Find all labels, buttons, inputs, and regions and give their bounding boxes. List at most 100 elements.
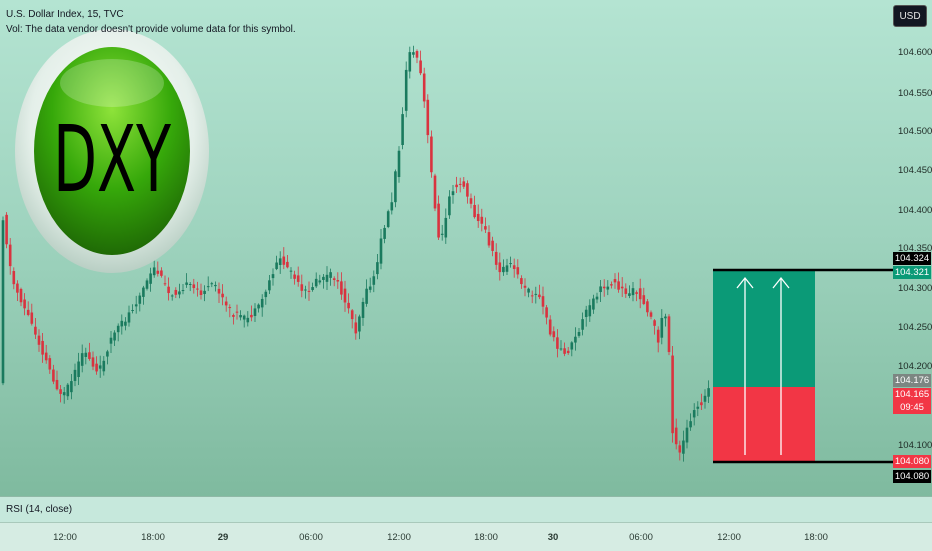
- candle-body: [160, 270, 163, 276]
- candle-body: [224, 301, 228, 306]
- candle-body: [415, 51, 419, 58]
- time-tick: 18:00: [474, 532, 498, 543]
- candle-body: [437, 203, 440, 238]
- candle-body: [264, 291, 268, 298]
- candle-body: [386, 211, 390, 228]
- candle-body: [541, 296, 545, 307]
- arrow-up-icon: [772, 276, 790, 455]
- candle-body: [347, 302, 350, 309]
- candle-body: [480, 216, 484, 224]
- candle-body: [199, 290, 203, 295]
- candle-body: [674, 427, 678, 445]
- candle-body: [77, 361, 80, 378]
- candle-body: [325, 274, 329, 282]
- candle-body: [617, 281, 620, 290]
- chart-area[interactable]: DXY U.S. Dollar Index, 15, TVC Vol: The …: [0, 0, 932, 496]
- candle-body: [232, 315, 235, 317]
- candle-body: [174, 289, 178, 295]
- profit-zone[interactable]: [713, 270, 815, 387]
- candle-body: [574, 336, 577, 343]
- price-tick: 104.200: [898, 361, 932, 372]
- candlestick-series: [1, 45, 710, 462]
- candle-body: [206, 286, 210, 288]
- candle-body: [613, 279, 617, 283]
- candle-body: [192, 284, 196, 289]
- candle-body: [512, 265, 516, 269]
- candle-body: [127, 312, 131, 323]
- candle-body: [1, 220, 5, 384]
- candle-body: [73, 369, 77, 381]
- candle-body: [696, 406, 700, 409]
- candle-body: [419, 60, 422, 74]
- price-tick: 104.500: [898, 126, 932, 137]
- candle-body: [178, 291, 181, 295]
- candle-body: [671, 355, 674, 434]
- price-chart[interactable]: [0, 0, 932, 496]
- candle-body: [534, 293, 538, 295]
- loss-zone[interactable]: [713, 387, 815, 462]
- candle-body: [296, 275, 300, 282]
- candle-body: [167, 286, 170, 294]
- candle-body: [314, 278, 318, 287]
- candle-body: [181, 290, 185, 292]
- candle-body: [368, 286, 372, 290]
- candle-body: [692, 410, 696, 418]
- candle-body: [631, 288, 635, 296]
- rsi-pane[interactable]: RSI (14, close): [0, 496, 932, 523]
- candle-body: [358, 316, 361, 332]
- candle-body: [516, 267, 520, 275]
- candle-body: [383, 227, 386, 239]
- candle-body: [595, 296, 599, 300]
- candle-body: [88, 352, 91, 359]
- candle-body: [433, 175, 437, 209]
- candle-body: [304, 289, 307, 291]
- candle-body: [62, 392, 66, 396]
- candle-body: [494, 251, 498, 265]
- candle-body: [635, 292, 638, 294]
- time-tick: 12:00: [717, 532, 741, 543]
- candle-body: [30, 312, 34, 324]
- symbol-legend[interactable]: U.S. Dollar Index, 15, TVC: [6, 9, 124, 20]
- candle-body: [422, 73, 426, 102]
- candle-body: [278, 258, 282, 266]
- candle-body: [523, 285, 527, 288]
- candle-body: [134, 304, 138, 307]
- candle-body: [235, 311, 239, 313]
- candle-body: [545, 307, 548, 318]
- bar-countdown: 09:45: [893, 401, 931, 414]
- candle-body: [260, 298, 264, 308]
- time-tick: 06:00: [299, 532, 323, 543]
- candle-body: [293, 274, 296, 279]
- candle-body: [502, 266, 505, 273]
- candle-body: [102, 360, 106, 372]
- svg-text:DXY: DXY: [53, 107, 171, 214]
- candle-body: [426, 99, 430, 136]
- candle-body: [469, 198, 473, 204]
- time-axis[interactable]: 12:00 18:00 29 06:00 12:00 18:00 30 06:0…: [0, 522, 932, 551]
- candle-body: [156, 270, 160, 274]
- candle-body: [664, 316, 667, 319]
- candle-body: [458, 183, 462, 185]
- candle-body: [685, 427, 689, 443]
- candle-body: [196, 288, 199, 290]
- rsi-legend[interactable]: RSI (14, close): [6, 504, 73, 515]
- currency-button[interactable]: USD: [893, 5, 927, 27]
- candle-body: [527, 288, 530, 293]
- candle-body: [581, 319, 584, 330]
- price-tick: 104.600: [898, 47, 932, 58]
- candle-body: [16, 283, 19, 293]
- price-tick: 104.450: [898, 165, 932, 176]
- candle-body: [120, 320, 124, 327]
- candle-body: [44, 352, 48, 361]
- candle-body: [354, 322, 358, 334]
- candle-body: [282, 256, 286, 265]
- candle-body: [91, 357, 95, 367]
- candle-body: [462, 181, 466, 187]
- target-price-label: 104.324: [893, 252, 931, 265]
- candle-body: [689, 421, 692, 428]
- candle-body: [34, 326, 37, 335]
- candle-body: [242, 315, 246, 320]
- current-price-label: 104.165: [893, 388, 931, 401]
- candle-body: [55, 379, 59, 390]
- candle-body: [448, 196, 451, 216]
